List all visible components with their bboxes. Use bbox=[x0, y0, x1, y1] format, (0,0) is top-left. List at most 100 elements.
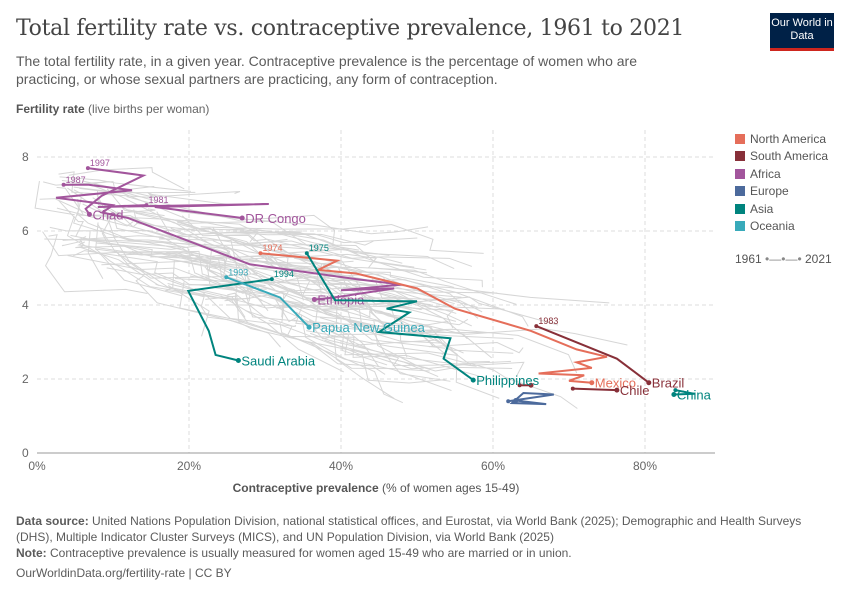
country-line[interactable] bbox=[249, 259, 517, 305]
country-line[interactable] bbox=[200, 223, 484, 254]
country-line[interactable] bbox=[66, 215, 183, 297]
country-line[interactable] bbox=[44, 238, 180, 248]
country-line[interactable] bbox=[104, 213, 215, 298]
country-line[interactable] bbox=[56, 186, 84, 215]
country-line[interactable] bbox=[224, 284, 316, 326]
country-line[interactable] bbox=[155, 283, 281, 348]
country-line[interactable] bbox=[190, 275, 252, 302]
country-line[interactable] bbox=[126, 196, 429, 235]
country-line[interactable] bbox=[230, 231, 418, 244]
legend-item[interactable]: Asia bbox=[735, 200, 828, 218]
country-line[interactable] bbox=[237, 242, 455, 305]
legend-item[interactable]: South America bbox=[735, 148, 828, 166]
series-papua-new-guinea[interactable]: 1993 Papua New Guinea bbox=[224, 267, 426, 335]
country-line[interactable] bbox=[282, 288, 375, 332]
country-line[interactable] bbox=[44, 234, 148, 294]
country-line[interactable] bbox=[320, 305, 455, 329]
country-line[interactable] bbox=[245, 310, 297, 328]
footer-url[interactable]: OurWorldinData.org/fertility-rate | CC B… bbox=[16, 566, 232, 580]
country-line[interactable] bbox=[313, 322, 336, 340]
series-brazil[interactable]: 1983 Brazil bbox=[534, 316, 684, 391]
series-line[interactable] bbox=[55, 183, 402, 301]
country-line[interactable] bbox=[245, 262, 269, 312]
country-line[interactable] bbox=[279, 322, 452, 392]
country-line[interactable] bbox=[156, 227, 342, 276]
series-line[interactable] bbox=[535, 325, 650, 384]
country-line[interactable] bbox=[246, 240, 403, 264]
country-line[interactable] bbox=[290, 266, 348, 288]
country-line[interactable] bbox=[304, 271, 529, 327]
country-line[interactable] bbox=[371, 328, 451, 382]
country-line[interactable] bbox=[228, 227, 483, 288]
country-line[interactable] bbox=[308, 319, 511, 367]
country-line[interactable] bbox=[175, 254, 263, 302]
series-chile[interactable]: Chile bbox=[570, 383, 650, 398]
country-line[interactable] bbox=[95, 222, 248, 323]
legend-item[interactable]: Europe bbox=[735, 183, 828, 201]
series-dr-congo[interactable]: 1981 DR Congo bbox=[97, 195, 306, 226]
country-line[interactable] bbox=[227, 292, 266, 319]
country-line[interactable] bbox=[73, 250, 267, 290]
country-line[interactable] bbox=[85, 239, 217, 268]
country-line[interactable] bbox=[43, 181, 196, 194]
country-line[interactable] bbox=[75, 245, 260, 289]
country-line[interactable] bbox=[56, 207, 134, 227]
country-line[interactable] bbox=[224, 234, 427, 271]
series-south-america[interactable] bbox=[517, 382, 534, 388]
country-line[interactable] bbox=[285, 272, 406, 323]
series-europe[interactable] bbox=[506, 392, 554, 406]
series-mexico[interactable]: 1974 Mexico bbox=[258, 243, 636, 391]
country-line[interactable] bbox=[322, 260, 468, 340]
series-line[interactable] bbox=[508, 392, 554, 406]
series-line[interactable] bbox=[673, 389, 695, 396]
country-line[interactable] bbox=[179, 281, 430, 372]
country-line[interactable] bbox=[78, 236, 160, 286]
country-line[interactable] bbox=[97, 223, 285, 318]
series-line[interactable] bbox=[225, 276, 310, 328]
legend-item[interactable]: Oceania bbox=[735, 218, 828, 236]
country-line[interactable] bbox=[330, 302, 372, 351]
country-line[interactable] bbox=[324, 339, 446, 384]
legend-item[interactable]: North America bbox=[735, 130, 828, 148]
country-line[interactable] bbox=[231, 257, 473, 327]
country-line[interactable] bbox=[333, 335, 395, 399]
series-saudi-arabia[interactable]: 1994 Saudi Arabia bbox=[186, 269, 316, 369]
series-line[interactable] bbox=[97, 202, 269, 220]
country-line[interactable] bbox=[101, 255, 229, 266]
country-line[interactable] bbox=[220, 295, 345, 373]
time-legend[interactable]: 1961 •—•—• 2021 bbox=[735, 252, 832, 266]
country-line[interactable] bbox=[319, 317, 445, 344]
country-line[interactable] bbox=[310, 301, 578, 374]
country-line[interactable] bbox=[373, 320, 513, 372]
country-line[interactable] bbox=[167, 282, 306, 309]
country-line[interactable] bbox=[368, 352, 578, 409]
country-line[interactable] bbox=[135, 212, 415, 268]
series-chad[interactable]: 1997 Chad bbox=[84, 158, 147, 222]
series-line[interactable] bbox=[186, 278, 272, 362]
country-line[interactable] bbox=[61, 240, 83, 247]
country-line[interactable] bbox=[68, 167, 185, 190]
series-line[interactable] bbox=[305, 252, 474, 381]
country-line[interactable] bbox=[311, 298, 464, 354]
country-line[interactable] bbox=[215, 287, 373, 327]
owid-logo[interactable]: Our World in Data bbox=[770, 13, 834, 51]
country-line[interactable] bbox=[268, 319, 439, 378]
series-line[interactable] bbox=[84, 167, 147, 215]
country-line[interactable] bbox=[133, 209, 455, 270]
legend-item[interactable]: Africa bbox=[735, 165, 828, 183]
country-line[interactable] bbox=[92, 197, 352, 254]
country-line[interactable] bbox=[62, 235, 248, 292]
country-line[interactable] bbox=[42, 231, 358, 293]
country-line[interactable] bbox=[335, 307, 445, 355]
series-line[interactable] bbox=[572, 387, 617, 392]
series-china[interactable]: China bbox=[671, 388, 712, 403]
country-line[interactable] bbox=[77, 241, 218, 270]
country-line[interactable] bbox=[181, 215, 304, 301]
country-line[interactable] bbox=[34, 180, 75, 216]
country-line[interactable] bbox=[378, 292, 559, 326]
country-line[interactable] bbox=[200, 228, 473, 267]
country-line[interactable] bbox=[320, 294, 496, 334]
country-line[interactable] bbox=[61, 179, 277, 269]
series-philippines[interactable]: 1975 Philippines bbox=[304, 243, 540, 388]
country-line[interactable] bbox=[113, 217, 170, 241]
